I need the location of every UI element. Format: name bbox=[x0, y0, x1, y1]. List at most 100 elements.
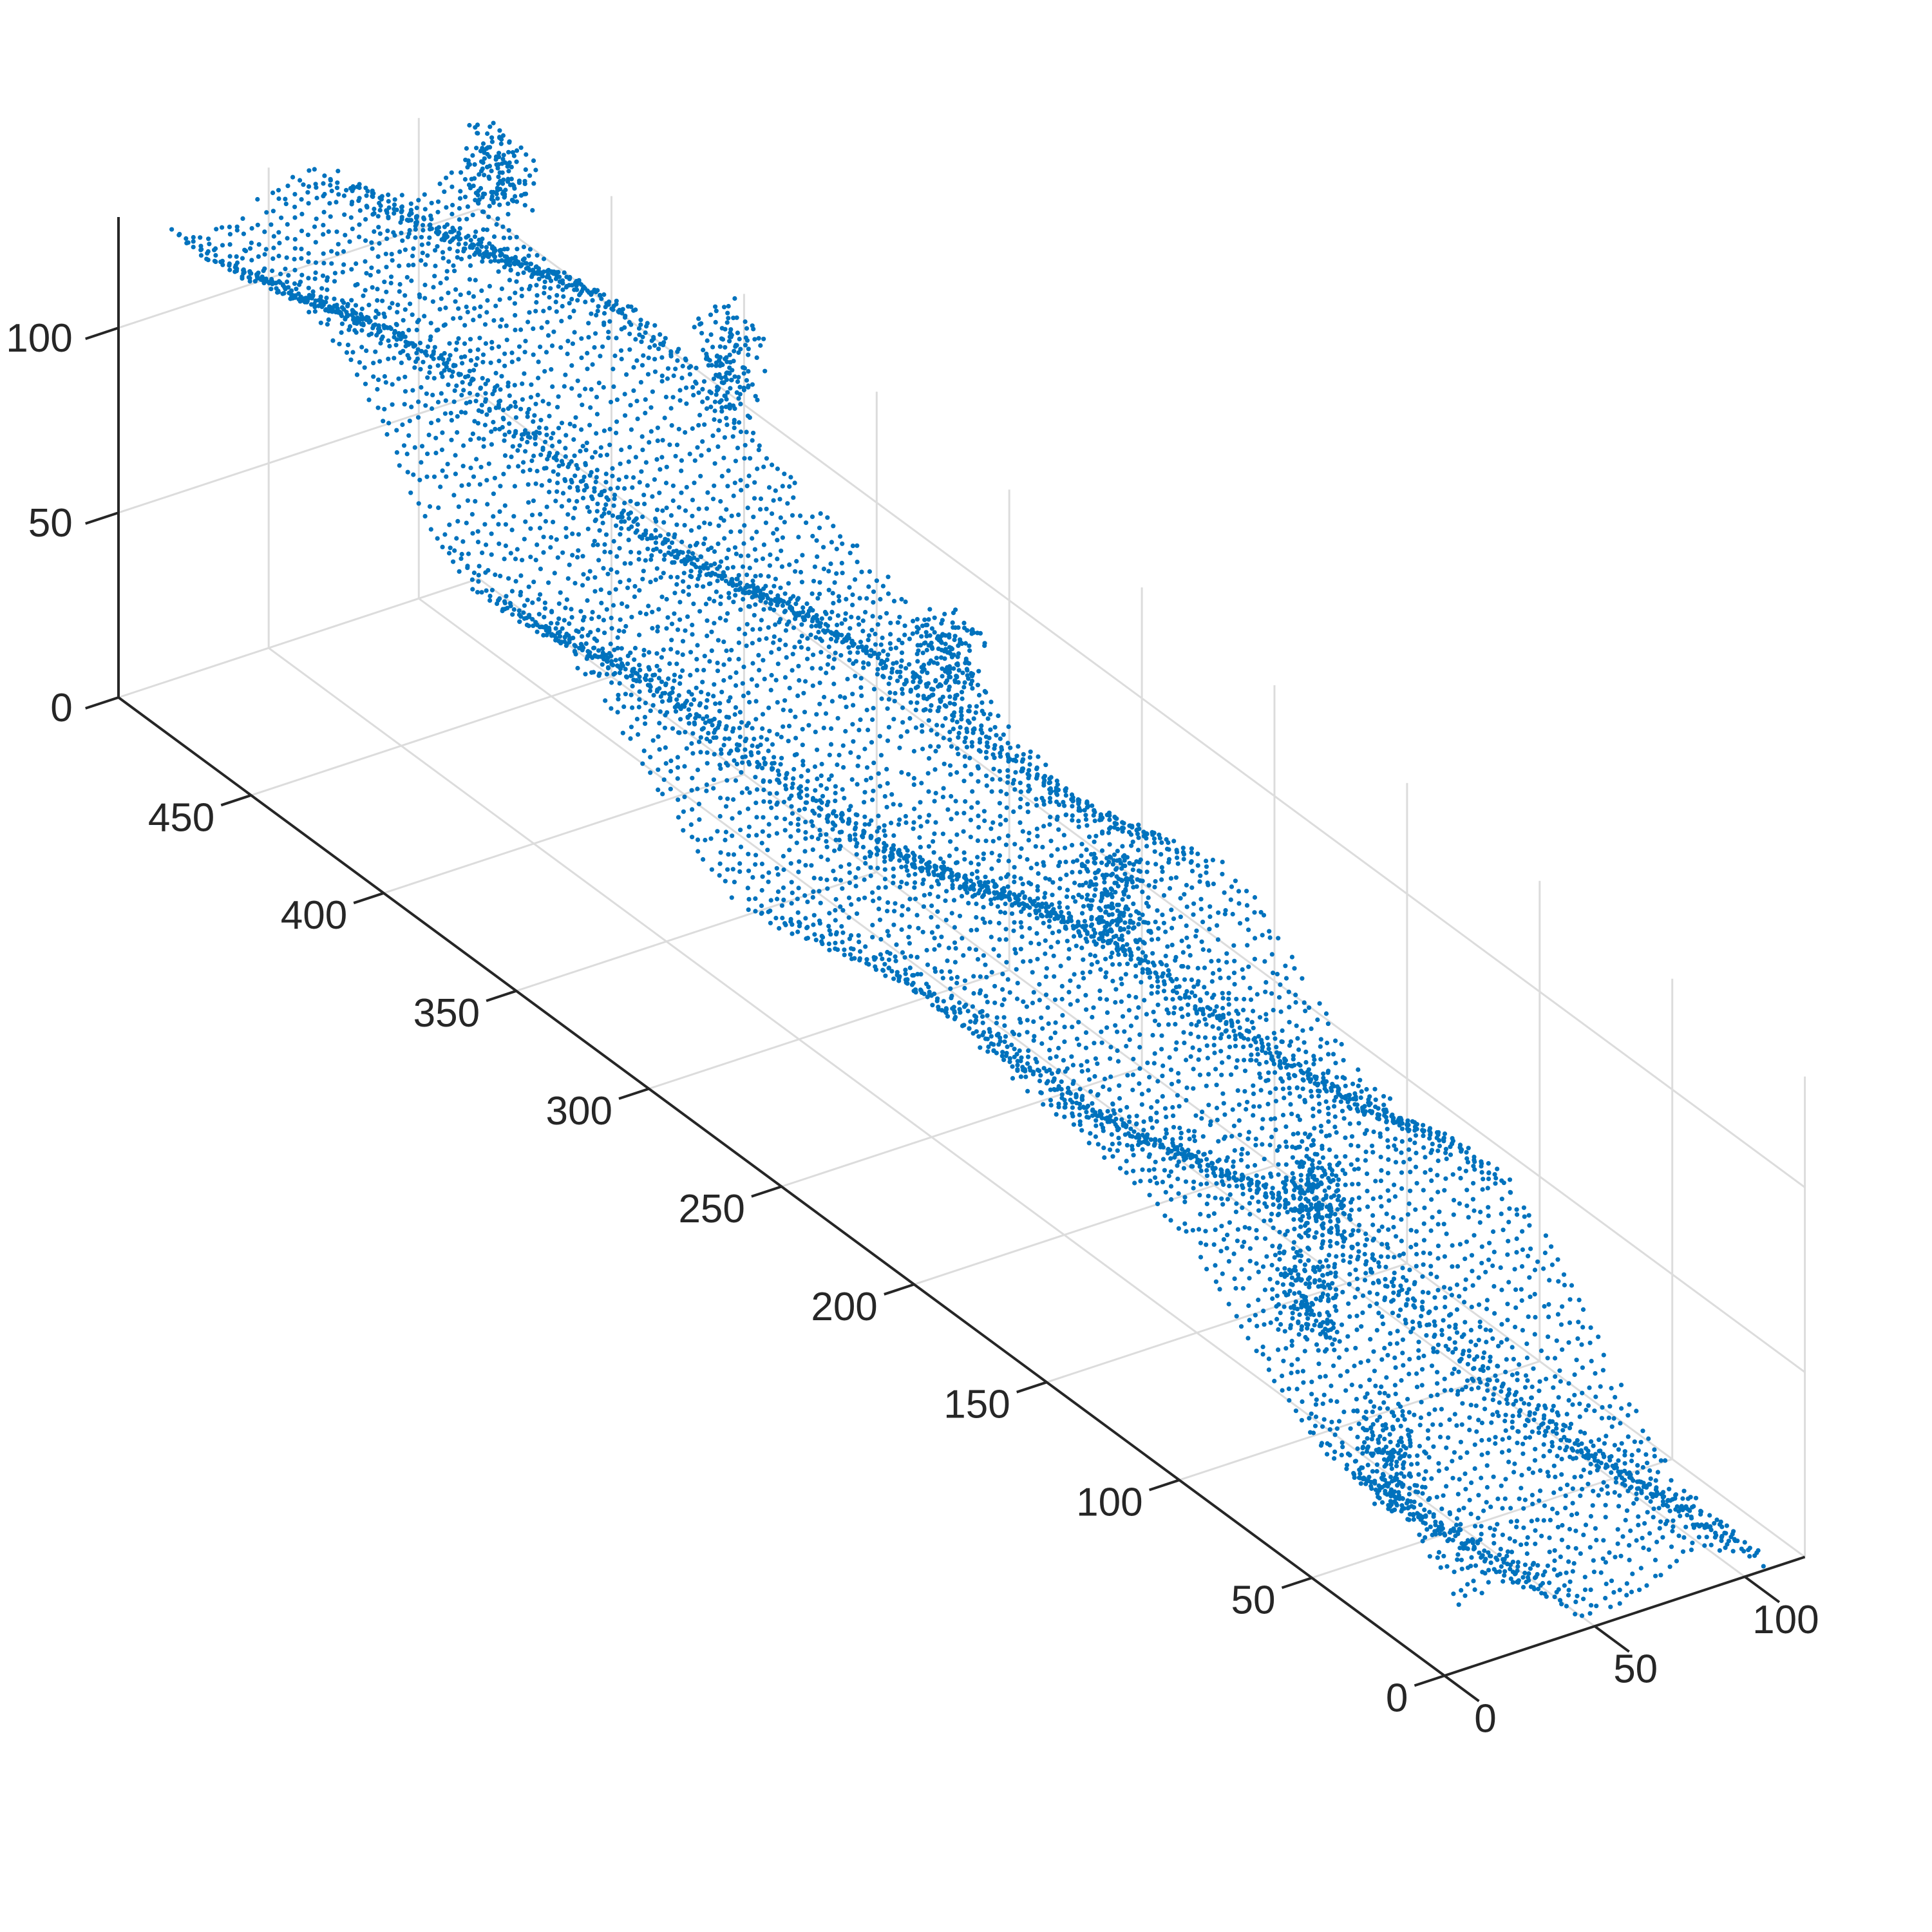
data-point bbox=[1600, 1368, 1605, 1373]
data-point bbox=[1227, 1192, 1233, 1197]
data-point bbox=[1376, 1260, 1381, 1265]
data-point bbox=[1689, 1515, 1694, 1521]
data-point bbox=[755, 750, 761, 755]
data-point bbox=[1512, 1539, 1517, 1544]
data-point bbox=[1120, 844, 1125, 849]
data-point bbox=[1281, 1358, 1286, 1363]
data-point bbox=[1374, 1462, 1379, 1467]
data-point bbox=[1062, 1039, 1067, 1045]
data-point bbox=[788, 834, 793, 839]
data-point bbox=[961, 850, 967, 855]
data-point bbox=[833, 784, 838, 789]
data-point bbox=[1170, 925, 1175, 931]
data-point bbox=[1587, 1545, 1593, 1550]
data-point bbox=[1699, 1522, 1704, 1528]
data-point bbox=[1239, 1267, 1244, 1272]
data-point bbox=[947, 853, 952, 858]
data-point bbox=[810, 683, 815, 688]
data-point bbox=[1193, 1113, 1198, 1118]
data-point bbox=[1604, 1581, 1609, 1587]
data-point bbox=[770, 761, 775, 766]
data-point bbox=[1461, 1506, 1466, 1511]
data-point bbox=[1059, 1079, 1064, 1084]
data-point bbox=[1468, 1564, 1473, 1569]
data-point bbox=[1499, 1178, 1504, 1183]
data-point bbox=[1170, 1104, 1175, 1110]
data-point bbox=[913, 707, 918, 712]
data-point bbox=[1071, 934, 1077, 939]
data-point bbox=[1249, 1019, 1255, 1025]
data-point bbox=[976, 779, 981, 784]
data-point bbox=[1189, 885, 1195, 890]
data-point bbox=[1260, 1175, 1265, 1180]
data-point bbox=[1295, 1131, 1300, 1136]
data-point bbox=[1712, 1520, 1717, 1526]
data-point bbox=[1386, 1393, 1391, 1399]
data-point bbox=[1598, 1384, 1603, 1389]
data-point bbox=[1688, 1495, 1693, 1500]
data-point bbox=[1413, 1133, 1419, 1138]
data-point bbox=[1079, 1128, 1084, 1133]
data-point bbox=[951, 1005, 956, 1010]
data-point bbox=[1414, 1385, 1420, 1390]
data-point bbox=[1124, 1170, 1129, 1175]
data-point bbox=[1599, 1487, 1604, 1492]
data-point bbox=[1146, 1168, 1151, 1173]
data-point bbox=[931, 850, 936, 855]
data-point bbox=[1458, 1439, 1463, 1444]
data-point bbox=[1124, 1043, 1129, 1049]
data-point bbox=[810, 823, 815, 828]
data-point bbox=[1219, 1032, 1224, 1037]
data-point bbox=[1355, 1242, 1360, 1247]
data-point bbox=[1184, 989, 1189, 994]
data-point bbox=[760, 766, 765, 771]
data-point bbox=[908, 689, 913, 694]
data-point bbox=[1280, 1086, 1285, 1092]
data-point bbox=[809, 819, 814, 824]
data-point bbox=[1318, 1057, 1323, 1062]
data-point bbox=[1540, 1421, 1546, 1426]
data-point bbox=[1068, 1002, 1073, 1007]
data-point bbox=[1478, 1209, 1483, 1215]
data-point bbox=[1549, 1408, 1555, 1413]
data-point bbox=[1590, 1503, 1595, 1508]
data-point bbox=[1031, 1019, 1036, 1024]
data-point bbox=[782, 698, 788, 703]
data-point bbox=[1408, 1329, 1414, 1334]
data-point bbox=[770, 766, 775, 771]
data-point bbox=[1531, 1586, 1537, 1592]
data-point bbox=[1505, 1252, 1510, 1257]
data-point bbox=[1447, 1417, 1452, 1423]
data-point bbox=[1176, 1071, 1181, 1076]
data-point bbox=[954, 846, 959, 851]
data-point bbox=[1583, 1522, 1589, 1528]
data-point bbox=[1043, 951, 1048, 956]
data-point bbox=[1061, 833, 1066, 838]
data-point bbox=[1177, 1125, 1182, 1131]
data-point bbox=[1184, 1229, 1189, 1234]
data-point bbox=[1041, 802, 1046, 807]
data-point bbox=[1027, 755, 1032, 760]
data-point bbox=[1068, 978, 1073, 983]
data-point bbox=[1453, 1322, 1458, 1327]
data-point bbox=[1450, 1459, 1455, 1464]
data-point bbox=[838, 878, 844, 883]
data-point bbox=[1048, 1103, 1054, 1108]
data-point bbox=[1232, 981, 1237, 987]
data-point bbox=[824, 838, 829, 844]
data-point bbox=[1306, 1258, 1311, 1263]
data-point bbox=[1506, 1387, 1511, 1392]
data-point bbox=[992, 983, 998, 989]
data-point bbox=[782, 817, 788, 822]
data-point bbox=[927, 860, 932, 865]
data-point bbox=[1119, 825, 1125, 831]
data-point bbox=[1325, 1452, 1330, 1457]
data-point bbox=[1592, 1408, 1597, 1414]
data-point bbox=[912, 858, 917, 863]
data-point bbox=[1589, 1603, 1594, 1608]
data-point bbox=[1536, 1403, 1541, 1408]
data-point bbox=[1340, 1244, 1345, 1249]
data-point bbox=[1469, 1480, 1474, 1485]
data-point bbox=[1407, 1267, 1412, 1273]
data-point bbox=[1416, 1348, 1421, 1353]
